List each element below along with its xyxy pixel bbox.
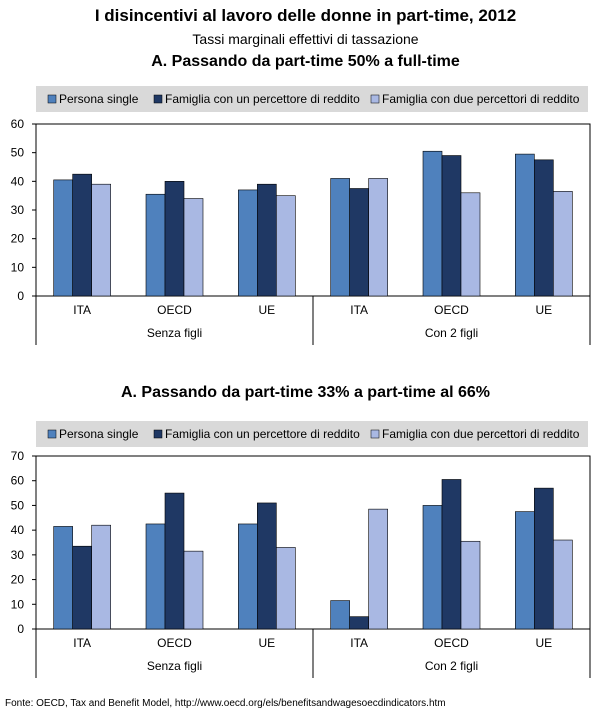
chart-1-bar-s1-c2 (257, 502, 277, 630)
chart-1-plot-area (35, 455, 591, 630)
chart-1-bar-s0-c5 (515, 511, 535, 630)
chart-0-legend-box (36, 86, 588, 112)
chart-0-bar-s0-c2 (238, 189, 258, 297)
chart-0-x-tick-label-0: ITA (73, 303, 91, 317)
chart-0-legend-label-2: Famiglia con due percettori di reddito (382, 92, 580, 106)
chart-1-y-tick-label-2: 20 (11, 573, 25, 587)
chart-0-bar-s1-c3 (349, 188, 369, 297)
chart-0-bar-s2-c1 (183, 198, 204, 297)
chart-0-bar-s2-c2 (276, 195, 296, 297)
chart-1-legend-label-1: Famiglia con un percettore di reddito (165, 427, 360, 441)
chart-0-legend-swatch-0 (47, 94, 57, 104)
chart-0-bar-s0-c1 (145, 193, 166, 297)
chart-1-legend-box (36, 421, 588, 447)
chart-1-x-tick-label-3: ITA (350, 636, 368, 650)
chart-1-x-tick-label-4: OECD (434, 636, 469, 650)
chart-1-bar-s0-c1 (145, 523, 166, 630)
chart-0-bar-s2-c3 (368, 178, 388, 297)
panel-b-title: A. Passando da part-time 33% a part-time… (120, 384, 490, 401)
chart-0-bar-s1-c5 (534, 159, 554, 297)
chart-0-legend-swatch-1 (153, 94, 163, 104)
chart-1-legend-swatch-1 (153, 429, 163, 439)
chart-1-y-tick-label-7: 70 (11, 449, 25, 463)
chart-0-y-tick-label-1: 10 (11, 260, 25, 274)
chart-0-x-tick-label-4: OECD (434, 303, 469, 317)
chart-0-bar-s0-c4 (422, 150, 443, 297)
chart-1-x-tick-label-5: UE (535, 636, 552, 650)
chart-1-bar-s1-c4 (441, 479, 462, 630)
chart-0-legend-swatch-2 (370, 94, 380, 104)
chart-0-x-tick-label-3: ITA (350, 303, 368, 317)
panel-b-chart: Persona single Famiglia con un percettore… (11, 421, 591, 678)
chart-1-bar-s0-c3 (330, 600, 350, 630)
chart-1-bar-s2-c3 (368, 508, 388, 630)
chart-1-bar-s2-c2 (276, 547, 296, 630)
chart-1-y-tick-label-1: 10 (11, 597, 25, 611)
chart-0-bar-s1-c0 (72, 173, 92, 297)
chart-0-bar-s0-c5 (515, 153, 535, 297)
chart-1-y-tick-label-5: 50 (11, 498, 25, 512)
chart-0-x-tick-label-5: UE (535, 303, 552, 317)
chart-1-y-tick-label-4: 40 (11, 523, 25, 537)
chart-0-bar-s1-c4 (441, 155, 462, 297)
chart-0-bar-s2-c5 (553, 191, 573, 297)
chart-0-bar-s2-c4 (460, 192, 481, 297)
chart-1-bar-s1-c5 (534, 487, 554, 630)
chart-1-bar-s0-c4 (422, 505, 443, 630)
chart-1-bar-s1-c1 (164, 492, 185, 630)
chart-0-bar-s1-c2 (257, 183, 277, 297)
chart-1-bar-s0-c2 (238, 523, 258, 630)
chart-1-group-label-1: Con 2 figli (425, 659, 478, 673)
chart-1-bar-s2-c0 (91, 524, 111, 630)
chart-1-x-tick-label-0: ITA (73, 636, 91, 650)
chart-1-legend-swatch-2 (370, 429, 380, 439)
chart-0-bar-s0-c3 (330, 178, 350, 297)
chart-1-bar-s2-c4 (460, 540, 481, 630)
chart-0-group-label-1: Con 2 figli (425, 326, 478, 340)
chart-1-bar-s1-c3 (349, 616, 369, 630)
chart-0-legend-label-0: Persona single (59, 92, 139, 106)
chart-1-y-tick-label-6: 60 (11, 474, 25, 488)
chart-0-bar-s0-c0 (53, 179, 73, 297)
chart-1-legend-label-0: Persona single (59, 427, 139, 441)
chart-0-y-tick-label-0: 0 (17, 289, 24, 303)
chart-0-y-tick-label-5: 50 (11, 146, 25, 160)
chart-1-bar-s0-c0 (53, 526, 73, 630)
chart-1-legend-label-2: Famiglia con due percettori di reddito (382, 427, 580, 441)
chart-1-legend-swatch-0 (47, 429, 57, 439)
chart-0-bar-s2-c0 (91, 183, 111, 297)
chart-1-y-tick-label-0: 0 (17, 622, 24, 636)
chart-0-bar-s1-c1 (164, 181, 185, 297)
chart-main-title: I disincentivi al lavoro delle donne in … (94, 6, 517, 25)
chart-0-y-tick-label-3: 30 (11, 203, 25, 217)
chart-0-y-tick-label-2: 20 (11, 232, 25, 246)
chart-1-bar-s2-c5 (553, 539, 573, 630)
chart-1-x-tick-label-1: OECD (157, 636, 192, 650)
chart-0-group-label-0: Senza figli (147, 326, 202, 340)
chart-1-y-tick-label-3: 30 (11, 548, 25, 562)
chart-subtitle: Tassi marginali effettivi di tassazione (192, 31, 419, 47)
chart-0-legend-label-1: Famiglia con un percettore di reddito (165, 92, 360, 106)
panel-a-chart: Persona single Famiglia con un percettore… (11, 86, 591, 345)
chart-1-bar-s1-c0 (72, 545, 92, 630)
chart-0-x-tick-label-1: OECD (157, 303, 192, 317)
chart-1-bar-s2-c1 (183, 550, 204, 630)
source-note: Fonte: OECD, Tax and Benefit Model, http… (5, 698, 446, 709)
chart-1-x-tick-label-2: UE (258, 636, 275, 650)
chart-0-plot-area (35, 123, 591, 297)
chart-0-x-tick-label-2: UE (258, 303, 275, 317)
chart-0-y-tick-label-6: 60 (11, 117, 25, 131)
chart-0-y-tick-label-4: 40 (11, 174, 25, 188)
panel-a-title: A. Passando da part-time 50% a full-time (151, 53, 460, 70)
chart-1-group-label-0: Senza figli (147, 659, 202, 673)
